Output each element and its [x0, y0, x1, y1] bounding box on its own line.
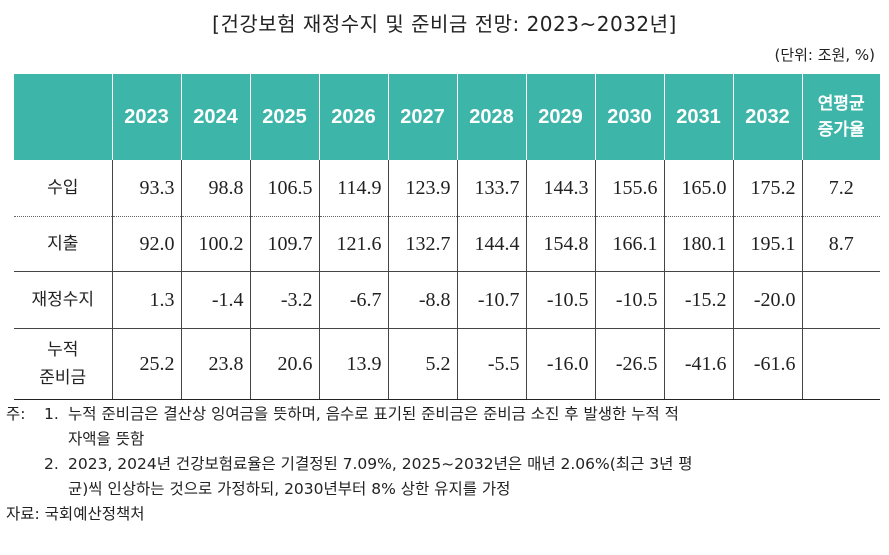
table-cell: 92.0 — [111, 216, 181, 272]
table-cell: 23.8 — [180, 328, 250, 400]
table-cell: 100.2 — [180, 216, 250, 272]
table-cell: 13.9 — [318, 328, 388, 400]
table-cell: -1.4 — [180, 271, 250, 329]
header-year: 2026 — [319, 74, 389, 160]
header-year: 2031 — [664, 74, 734, 160]
header-year: 2025 — [250, 74, 320, 160]
table-row: 지출 92.0 100.2 109.7 121.6 132.7 144.4 154.8 166.… — [14, 216, 880, 272]
table-cell: 106.5 — [249, 160, 319, 217]
table-title: [건강보험 재정수지 및 준비금 전망: 2023~2032년] — [212, 12, 677, 36]
avg-growth-cell — [801, 271, 880, 329]
table-row: 재정수지 1.3 -1.4 -3.2 -6.7 -8.8 -10.7 -10.5 -10.5 -1… — [14, 271, 880, 329]
table-row: 누적 준비금 25.2 23.8 20.6 13.9 5.2 -5.5 -16.0 -26.5 -4… — [14, 328, 880, 400]
avg-growth-cell — [801, 328, 880, 400]
header-avg-growth-line1: 연평균 — [817, 94, 865, 113]
table-cell: 175.2 — [732, 160, 802, 217]
note-text: 자액을 뜻함 — [68, 430, 145, 448]
row-label-line1: 수입 — [47, 178, 79, 198]
table-cell: 98.8 — [180, 160, 250, 217]
header-corner — [14, 74, 113, 160]
table-cell: 133.7 — [456, 160, 526, 217]
table-cell: -16.0 — [525, 328, 595, 400]
table-cell: -6.7 — [318, 271, 388, 329]
header-year: 2027 — [388, 74, 458, 160]
table-cell: 132.7 — [387, 216, 457, 272]
note-item: 주: 1. 누적 준비금은 결산상 잉여금을 뜻하며, 음수로 표기된 준비금은… — [6, 402, 882, 427]
notes-label: 주: — [6, 405, 26, 423]
note-number: 1. — [44, 405, 59, 423]
table-cell: 1.3 — [111, 271, 181, 329]
header-row: 2023 2024 2025 2026 2027 2028 2029 2030 … — [14, 74, 880, 160]
table-cell: -5.5 — [456, 328, 526, 400]
table-cell: 114.9 — [318, 160, 388, 217]
table-cell: -8.8 — [387, 271, 457, 329]
row-label-line1: 재정수지 — [31, 290, 95, 310]
table-cell: -26.5 — [594, 328, 664, 400]
avg-growth-cell: 7.2 — [801, 160, 880, 217]
note-number: 2. — [44, 455, 59, 473]
table-cell: -10.7 — [456, 271, 526, 329]
table-cell: -15.2 — [663, 271, 733, 329]
avg-growth-cell: 8.7 — [801, 216, 880, 272]
projection-table: 2023 2024 2025 2026 2027 2028 2029 2030 … — [14, 74, 880, 400]
source-line: 자료: 국회예산정책처 — [6, 502, 882, 527]
table-cell: -41.6 — [663, 328, 733, 400]
header-year: 2023 — [112, 74, 182, 160]
note-item-continuation: 균)씩 인상하는 것으로 가정하되, 2030년부터 8% 상한 유지를 가정 — [6, 477, 882, 502]
row-label-line2: 준비금 — [39, 368, 87, 388]
header-year: 2028 — [457, 74, 527, 160]
table-cell: 180.1 — [663, 216, 733, 272]
table-cell: -20.0 — [732, 271, 802, 329]
table-cell: 144.3 — [525, 160, 595, 217]
table-cell: -10.5 — [525, 271, 595, 329]
note-spacer — [44, 477, 68, 502]
row-label-line1: 누적 — [47, 340, 79, 360]
note-item-continuation: 자액을 뜻함 — [6, 427, 882, 452]
table-cell: 165.0 — [663, 160, 733, 217]
row-label: 지출 — [14, 216, 112, 272]
table-cell: -61.6 — [732, 328, 802, 400]
table-cell: 123.9 — [387, 160, 457, 217]
table-cell: 109.7 — [249, 216, 319, 272]
table-cell: -3.2 — [249, 271, 319, 329]
table-cell: 155.6 — [594, 160, 664, 217]
table-cell: 121.6 — [318, 216, 388, 272]
table-cell: 5.2 — [387, 328, 457, 400]
source-text: 자료: 국회예산정책처 — [6, 505, 145, 523]
table-cell: 20.6 — [249, 328, 319, 400]
header-year: 2032 — [733, 74, 803, 160]
table-cell: 93.3 — [111, 160, 181, 217]
table-row: 수입 93.3 98.8 106.5 114.9 123.9 133.7 144.3 155.6… — [14, 160, 880, 217]
header-year: 2029 — [526, 74, 596, 160]
unit-label: (단위: 조원, %) — [774, 46, 875, 64]
note-text: 2023, 2024년 건강보험료율은 기결정된 7.09%, 2025~203… — [68, 455, 693, 473]
row-label: 재정수지 — [14, 271, 112, 329]
header-year: 2024 — [181, 74, 251, 160]
table-cell: 166.1 — [594, 216, 664, 272]
header-avg-growth: 연평균 증가율 — [802, 74, 880, 160]
table-cell: 195.1 — [732, 216, 802, 272]
table-cell: 154.8 — [525, 216, 595, 272]
note-spacer — [44, 427, 68, 452]
notes-section: 주: 1. 누적 준비금은 결산상 잉여금을 뜻하며, 음수로 표기된 준비금은… — [6, 402, 882, 527]
row-label: 수입 — [14, 160, 112, 217]
table-cell: 25.2 — [111, 328, 181, 400]
note-item: 2. 2023, 2024년 건강보험료율은 기결정된 7.09%, 2025~… — [6, 452, 882, 477]
table-cell: 144.4 — [456, 216, 526, 272]
header-avg-growth-line2: 증가율 — [817, 120, 865, 139]
row-label-line1: 지출 — [47, 234, 79, 254]
table-cell: -10.5 — [594, 271, 664, 329]
note-text: 균)씩 인상하는 것으로 가정하되, 2030년부터 8% 상한 유지를 가정 — [68, 480, 511, 498]
header-year: 2030 — [595, 74, 665, 160]
note-text: 누적 준비금은 결산상 잉여금을 뜻하며, 음수로 표기된 준비금은 준비금 소… — [68, 405, 679, 423]
